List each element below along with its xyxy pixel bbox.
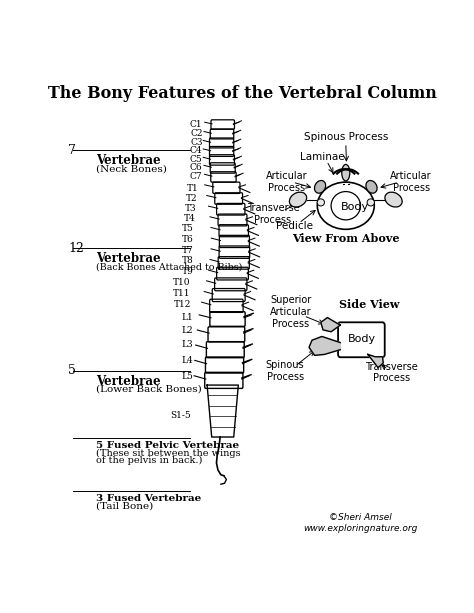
Text: C2: C2 — [190, 129, 202, 139]
Text: (Tail Bone): (Tail Bone) — [96, 501, 153, 511]
Text: Spinous
Process: Spinous Process — [266, 360, 304, 382]
Text: Superior
Articular
Process: Superior Articular Process — [270, 295, 311, 329]
Text: Pedicle: Pedicle — [276, 221, 313, 231]
Text: Spinous Process: Spinous Process — [303, 132, 388, 142]
Text: T3: T3 — [185, 204, 197, 213]
Text: Side View: Side View — [339, 299, 400, 310]
Text: Vertebrae: Vertebrae — [96, 154, 161, 167]
Text: 5: 5 — [68, 364, 76, 378]
Text: The Bony Features of the Vertebral Column: The Bony Features of the Vertebral Colum… — [48, 85, 438, 102]
Text: T11: T11 — [173, 289, 191, 297]
Text: L3: L3 — [182, 340, 193, 349]
Text: (Back Bones Attached to Ribs): (Back Bones Attached to Ribs) — [96, 262, 242, 271]
Text: Vertebrae: Vertebrae — [96, 252, 161, 265]
Text: T5: T5 — [182, 224, 194, 234]
Text: L4: L4 — [182, 356, 193, 365]
Text: T4: T4 — [183, 214, 195, 223]
Text: Laminae: Laminae — [300, 152, 344, 162]
Text: Articular
Process: Articular Process — [266, 171, 308, 193]
Text: of the pelvis in back.): of the pelvis in back.) — [96, 455, 202, 465]
Text: C4: C4 — [190, 147, 202, 156]
Text: T8: T8 — [182, 256, 193, 265]
Text: Vertebrae: Vertebrae — [96, 375, 161, 388]
Text: (Lower Back Bones): (Lower Back Bones) — [96, 385, 202, 394]
Text: T2: T2 — [186, 194, 198, 203]
FancyBboxPatch shape — [338, 322, 385, 357]
Text: C6: C6 — [190, 164, 202, 172]
Ellipse shape — [317, 182, 374, 229]
Text: (These sit between the wings: (These sit between the wings — [96, 449, 241, 458]
Text: T1: T1 — [187, 184, 199, 192]
Text: 3 Fused Vertebrae: 3 Fused Vertebrae — [96, 494, 201, 503]
Text: C3: C3 — [190, 138, 202, 147]
Polygon shape — [368, 354, 383, 368]
Text: T10: T10 — [173, 278, 191, 287]
Text: L2: L2 — [182, 326, 193, 335]
Text: Body: Body — [348, 334, 376, 345]
Text: T12: T12 — [173, 300, 191, 309]
Text: 12: 12 — [68, 242, 84, 255]
Text: T9: T9 — [182, 267, 193, 276]
Text: Transverse
Process: Transverse Process — [365, 362, 418, 383]
Text: L5: L5 — [182, 372, 193, 381]
Ellipse shape — [367, 199, 374, 206]
Ellipse shape — [342, 164, 350, 181]
Polygon shape — [321, 318, 340, 332]
Text: C5: C5 — [190, 155, 202, 164]
Text: ©Sheri Amsel
www.exploringnature.org: ©Sheri Amsel www.exploringnature.org — [303, 513, 418, 533]
Text: C1: C1 — [190, 120, 202, 129]
Text: Body: Body — [341, 202, 369, 212]
Text: View From Above: View From Above — [292, 234, 400, 244]
Ellipse shape — [366, 180, 377, 193]
Text: T7: T7 — [182, 246, 193, 254]
Ellipse shape — [317, 199, 325, 206]
Text: 7: 7 — [68, 143, 76, 156]
Text: S1-5: S1-5 — [170, 411, 191, 421]
Text: T6: T6 — [182, 235, 193, 244]
Ellipse shape — [314, 180, 326, 193]
Text: C7: C7 — [190, 172, 202, 181]
Ellipse shape — [385, 192, 402, 207]
Text: 5 Fused Pelvic Vertebrae: 5 Fused Pelvic Vertebrae — [96, 441, 239, 449]
Ellipse shape — [290, 192, 307, 207]
Text: (Neck Bones): (Neck Bones) — [96, 164, 167, 173]
Text: L1: L1 — [182, 313, 193, 322]
Text: Transverse
Process: Transverse Process — [246, 203, 300, 224]
Polygon shape — [309, 337, 340, 356]
Text: Articular
Process: Articular Process — [391, 171, 432, 193]
